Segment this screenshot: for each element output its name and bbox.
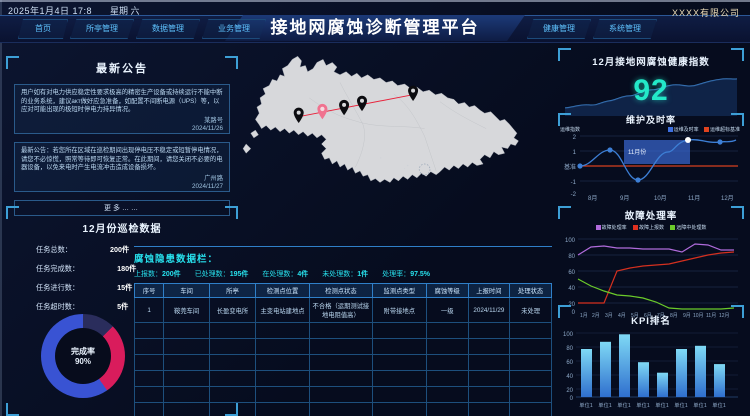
svg-text:-2: -2 — [571, 192, 577, 198]
svg-text:11月份: 11月份 — [628, 148, 646, 156]
svg-text:单位1: 单位1 — [579, 401, 593, 409]
svg-text:2: 2 — [573, 135, 577, 141]
svg-text:9月: 9月 — [620, 195, 629, 202]
svg-text:0: 0 — [570, 396, 574, 402]
svg-text:20: 20 — [566, 388, 573, 394]
svg-text:100: 100 — [563, 332, 574, 338]
svg-text:60: 60 — [568, 270, 575, 276]
svg-text:40: 40 — [566, 374, 573, 380]
svg-text:100: 100 — [565, 238, 576, 244]
svg-text:40: 40 — [568, 286, 575, 292]
svg-text:1: 1 — [573, 150, 577, 156]
svg-text:单位1: 单位1 — [655, 401, 669, 409]
svg-text:11月: 11月 — [688, 195, 700, 202]
svg-text:单位1: 单位1 — [598, 401, 612, 409]
svg-text:基准: 基准 — [564, 163, 576, 171]
svg-text:12月: 12月 — [721, 195, 734, 202]
svg-text:单位1: 单位1 — [712, 401, 726, 409]
svg-text:单位1: 单位1 — [617, 401, 631, 409]
svg-text:单位1: 单位1 — [636, 401, 650, 409]
svg-text:10月: 10月 — [654, 195, 667, 202]
svg-text:8月: 8月 — [588, 195, 597, 202]
svg-text:单位1: 单位1 — [693, 401, 707, 409]
svg-text:-1: -1 — [571, 180, 577, 186]
svg-text:80: 80 — [566, 346, 573, 352]
svg-text:单位1: 单位1 — [674, 401, 688, 409]
svg-text:80: 80 — [568, 254, 575, 260]
svg-text:60: 60 — [566, 360, 573, 366]
